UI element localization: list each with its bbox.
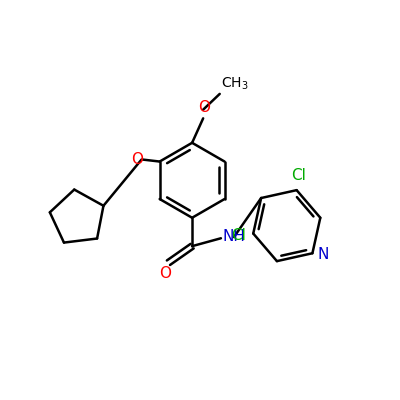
Text: Cl: Cl [291,168,306,183]
Text: O: O [198,100,210,115]
Text: Cl: Cl [231,228,246,243]
Text: N: N [318,246,329,262]
Text: NH: NH [223,229,246,244]
Text: CH$_3$: CH$_3$ [221,75,249,92]
Text: O: O [131,152,143,167]
Text: O: O [159,266,171,281]
